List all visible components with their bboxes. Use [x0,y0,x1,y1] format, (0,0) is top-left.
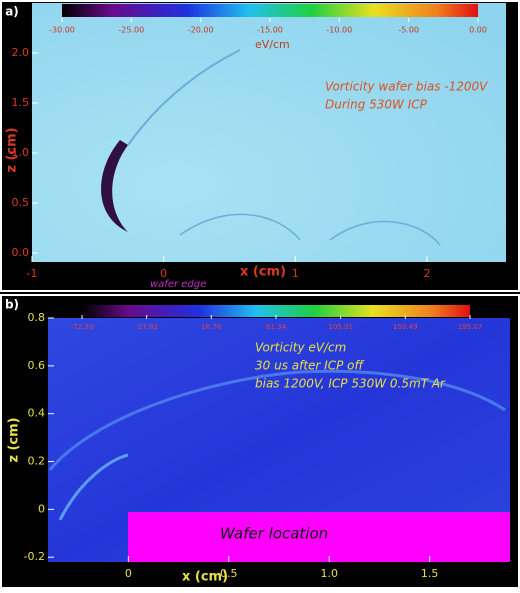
annotation: During 530W ICP [325,98,428,112]
field-streak [48,369,506,471]
annotation: Vorticity eV/cm [255,341,346,355]
y-tick-label: 2.0 [12,46,30,59]
y-axis-label: z (cm) [5,127,20,172]
annotation: Vorticity wafer bias -1200V [325,80,488,94]
x-tick-label: -1 [27,267,38,280]
annotation: wafer edge [150,279,206,290]
x-tick-label: 2 [424,267,431,280]
y-axis-label: z (cm) [7,417,22,462]
annotation: bias 1200V, ICP 530W 0.5mT Ar [255,377,446,391]
x-tick-label: 0 [160,267,167,280]
y-tick-label: 1.5 [12,96,30,109]
colorbar [62,4,478,17]
y-tick-label: 0.6 [28,359,46,372]
x-axis-label: x (cm) [182,570,228,585]
colorbar-tick-label: 61.34 [266,323,287,331]
y-tick-label: 0.2 [28,455,46,468]
y-tick-label: 0 [38,502,45,515]
colorbar-tick-label: -5.00 [398,26,419,35]
wafer-region [128,512,510,562]
y-tick-label: 0.0 [12,246,30,259]
field-streak [58,453,129,521]
colorbar-tick-label: -10.00 [326,26,352,35]
annotation: Wafer location [220,525,328,543]
y-tick-label: -0.2 [24,550,45,563]
colorbar-tick-label: 105.91 [328,323,353,331]
panel-frame [0,0,520,292]
annotation: 30 us after ICP off [255,359,364,373]
colorbar-tick-label: -27.82 [135,323,158,331]
vortex-feature [101,140,128,232]
y-tick-label: 1.0 [12,146,30,159]
field-streak [127,49,241,146]
y-tick-label: 0.4 [28,407,46,420]
colorbar-tick-label: -15.00 [257,26,283,35]
y-tick-label: 0.5 [12,196,30,209]
colorbar-tick-label: 16.76 [201,323,222,331]
panel-label: b) [5,298,19,312]
field-streak [179,213,301,241]
colorbar-tick-label: -30.00 [49,26,75,35]
x-tick-label: 0 [125,567,132,580]
colorbar [82,305,470,317]
y-tick-label: 0.8 [28,311,46,324]
colorbar-label: eV/cm [255,38,290,51]
colorbar-tick-label: 150.49 [393,323,418,331]
colorbar-tick-label: 195.07 [458,323,483,331]
colorbar-tick-label: -25.00 [118,26,144,35]
x-tick-label: 1.5 [421,567,439,580]
colorbar-tick-label: -72.39 [71,323,94,331]
colorbar-tick-label: -20.00 [188,26,214,35]
field-streak [329,220,441,246]
panel-label: a) [5,5,19,19]
x-tick-label: 1 [292,267,299,280]
x-axis-label: x (cm) [240,265,286,280]
x-tick-label: 1.0 [320,567,338,580]
x-tick-label: 0.5 [220,567,238,580]
panel-frame [0,294,520,589]
colorbar-tick-label: 0.00 [469,26,487,35]
